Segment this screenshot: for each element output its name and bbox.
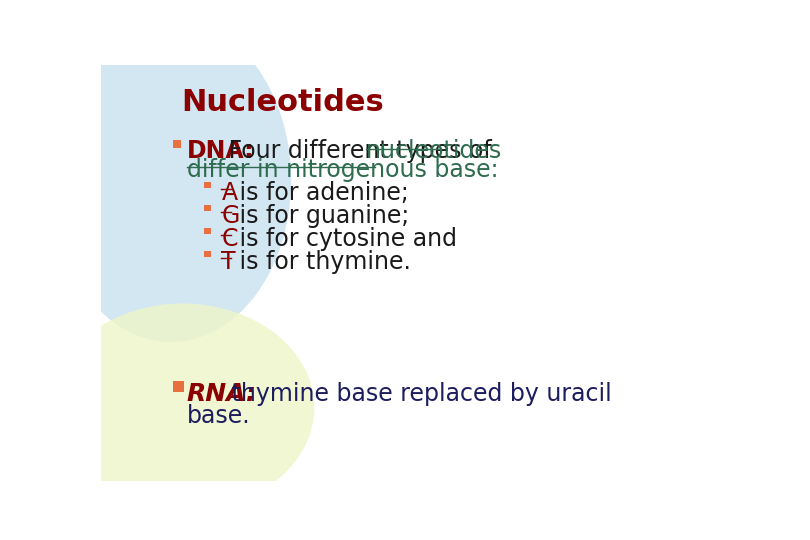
Bar (173, 381, 184, 392)
Bar (173, 140, 181, 148)
Bar (204, 205, 211, 211)
Text: is for cytosine and: is for cytosine and (232, 227, 457, 251)
Text: RNA:: RNA: (186, 382, 257, 406)
Ellipse shape (51, 18, 291, 342)
Text: thymine base replaced by uracil: thymine base replaced by uracil (224, 382, 612, 406)
Text: C: C (221, 227, 238, 251)
Text: differ in nitrogenous base:: differ in nitrogenous base: (187, 158, 499, 182)
Text: is for thymine.: is for thymine. (232, 251, 411, 274)
Text: is for adenine;: is for adenine; (232, 181, 409, 205)
Text: G: G (221, 204, 240, 228)
Ellipse shape (51, 303, 314, 511)
Text: DNA:: DNA: (187, 139, 255, 164)
Text: nucleotides: nucleotides (365, 139, 501, 164)
Text: Nucleotides: Nucleotides (181, 88, 384, 117)
Text: A: A (221, 181, 237, 205)
Bar (204, 182, 211, 188)
Text: base.: base. (186, 403, 250, 428)
Bar (204, 251, 211, 257)
Bar (204, 228, 211, 234)
Text: Four different types of: Four different types of (220, 139, 499, 164)
Text: is for guanine;: is for guanine; (232, 204, 410, 228)
Text: T: T (221, 251, 236, 274)
